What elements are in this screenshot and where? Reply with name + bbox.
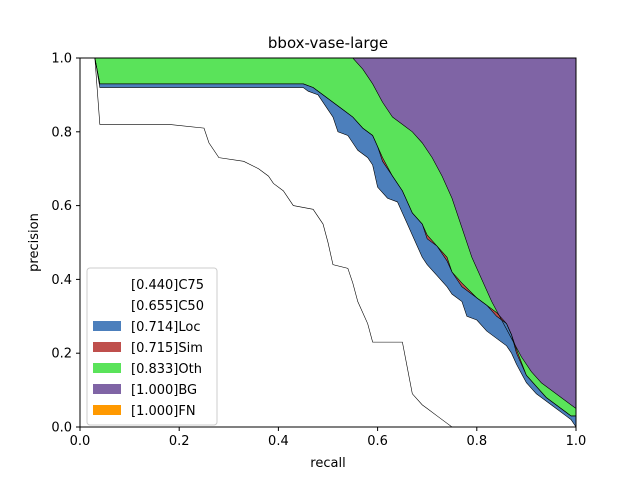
- line-c50: [80, 57, 577, 428]
- plot-frame: [79, 57, 577, 428]
- legend-label: [0.440]C75: [131, 278, 204, 293]
- x-tick-label: 1.0: [566, 434, 587, 449]
- legend: [0.440]C75 [0.655]C50 [0.714]Loc [0.715]Sim…: [86, 267, 218, 426]
- y-tick-label: 0.8: [51, 125, 72, 140]
- legend-label: [0.715]Sim: [131, 341, 203, 356]
- x-axis-ticks: 0.0 0.2 0.4 0.6 0.8 1.0: [70, 427, 587, 449]
- legend-swatch: [93, 279, 121, 289]
- line-c75: [80, 57, 576, 428]
- legend-label: [0.714]Loc: [131, 320, 200, 335]
- x-axis-label: recall: [310, 456, 345, 471]
- y-tick-label: 0.2: [51, 347, 72, 362]
- x-tick-label: 0.6: [367, 434, 388, 449]
- legend-swatch: [93, 300, 121, 310]
- x-tick-label: 0.8: [466, 434, 487, 449]
- x-tick-label: 0.0: [70, 434, 91, 449]
- y-axis-ticks: 0.0 0.2 0.4 0.6 0.8 1.0: [51, 52, 80, 436]
- legend-swatch: [93, 405, 121, 415]
- y-tick-label: 0.0: [51, 421, 72, 436]
- x-tick-label: 0.2: [169, 434, 190, 449]
- y-tick-label: 1.0: [51, 52, 72, 67]
- y-tick-label: 0.6: [51, 199, 72, 214]
- legend-label: [0.833]Oth: [131, 362, 202, 377]
- legend-swatch: [93, 363, 121, 373]
- legend-label: [0.655]C50: [131, 299, 204, 314]
- legend-label: [1.000]FN: [131, 404, 196, 419]
- legend-swatch: [93, 342, 121, 352]
- chart-title: bbox-vase-large: [268, 34, 388, 52]
- y-tick-label: 0.4: [51, 273, 72, 288]
- legend-swatch: [93, 321, 121, 331]
- legend-label: [1.000]BG: [131, 383, 197, 398]
- x-tick-label: 0.4: [268, 434, 289, 449]
- line-sim: [80, 57, 576, 417]
- legend-swatch: [93, 384, 121, 394]
- y-axis-label: precision: [27, 213, 42, 272]
- line-oth: [80, 57, 577, 409]
